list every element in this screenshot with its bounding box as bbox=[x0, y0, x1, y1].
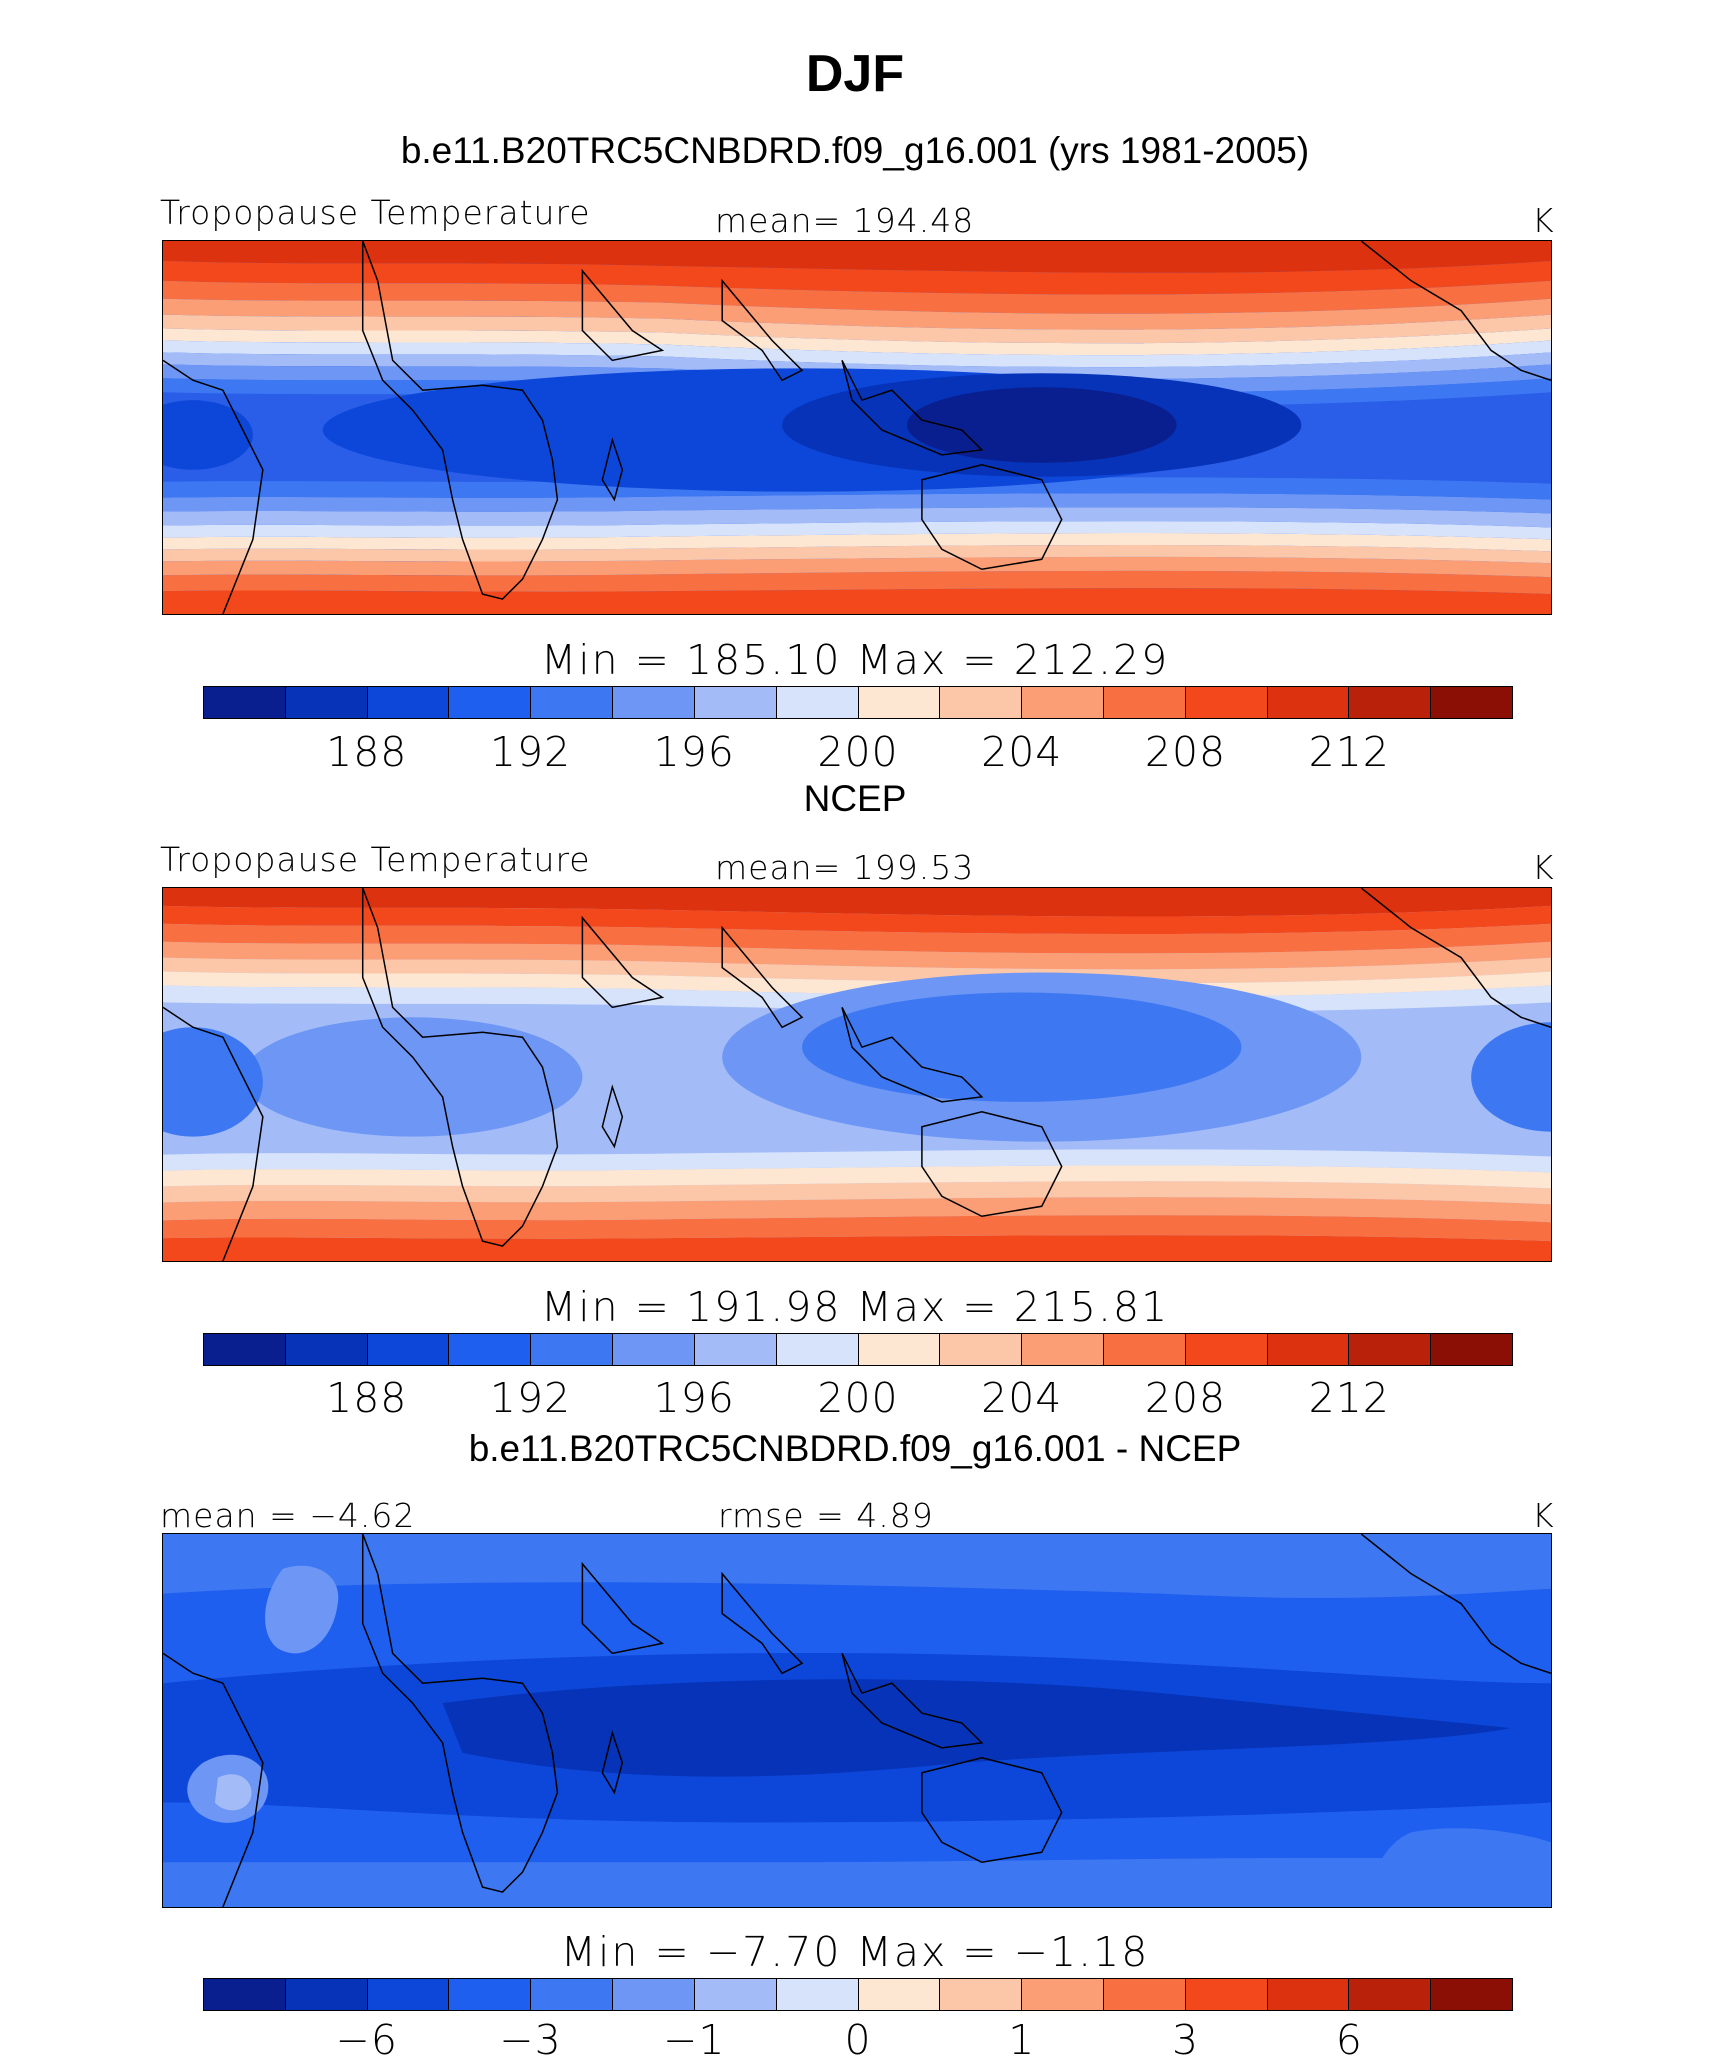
panel-2-minmax: Min = 191.98 Max = 215.81 bbox=[540, 1283, 1170, 1331]
colorbar-swatch bbox=[613, 687, 695, 718]
panel-2-mean-label: mean= 199.53 bbox=[715, 848, 975, 887]
panel-3-contour-field bbox=[163, 1534, 1551, 1907]
panel-1-map bbox=[162, 240, 1552, 615]
colorbar-swatch bbox=[1431, 1979, 1512, 2010]
colorbar-swatch bbox=[1185, 1334, 1268, 1365]
colorbar-swatch bbox=[285, 1979, 368, 2010]
colorbar-swatch bbox=[858, 687, 941, 718]
colorbar-swatch bbox=[1349, 1334, 1432, 1365]
colorbar-tick-label: 208 bbox=[1144, 728, 1227, 776]
colorbar-tick-label: 204 bbox=[981, 1374, 1063, 1422]
colorbar-swatch bbox=[858, 1334, 941, 1365]
panel-3-map bbox=[162, 1533, 1552, 1908]
colorbar-swatch bbox=[285, 1334, 368, 1365]
colorbar-swatch bbox=[1103, 687, 1186, 718]
colorbar-swatch bbox=[1185, 687, 1268, 718]
colorbar-swatch bbox=[940, 1334, 1023, 1365]
colorbar-tick-label: 188 bbox=[326, 1374, 408, 1422]
panel-2-colorbar bbox=[203, 1333, 1513, 1366]
colorbar-swatch bbox=[1431, 1334, 1512, 1365]
colorbar-swatch bbox=[1103, 1979, 1186, 2010]
colorbar-swatch bbox=[776, 1979, 859, 2010]
colorbar-swatch bbox=[1267, 1979, 1350, 2010]
panel-1-variable-label: Tropopause Temperature bbox=[160, 193, 591, 232]
panel-1-colorbar bbox=[203, 686, 1513, 719]
panel-3-minmax: Min = −7.70 Max = −1.18 bbox=[560, 1928, 1150, 1976]
colorbar-tick-label: 1 bbox=[1008, 2016, 1036, 2064]
figure-title: DJF bbox=[805, 45, 905, 103]
colorbar-swatch bbox=[531, 1979, 614, 2010]
colorbar-swatch bbox=[1267, 1334, 1350, 1365]
panel-3-mean-label: mean = −4.62 bbox=[160, 1496, 416, 1535]
colorbar-swatch bbox=[1185, 1979, 1268, 2010]
panel-3-title: b.e11.B20TRC5CNBDRD.f09_g16.001 - NCEP bbox=[468, 1428, 1242, 1469]
panel-1-mean-label: mean= 194.48 bbox=[715, 201, 975, 240]
panel-3-rmse-label: rmse = 4.89 bbox=[718, 1496, 934, 1535]
panel-1-title: b.e11.B20TRC5CNBDRD.f09_g16.001 (yrs 198… bbox=[400, 130, 1310, 171]
panel-1-minmax: Min = 185.10 Max = 212.29 bbox=[540, 636, 1170, 684]
colorbar-tick-label: 196 bbox=[653, 728, 735, 776]
colorbar-swatch bbox=[613, 1334, 695, 1365]
colorbar-swatch bbox=[694, 687, 777, 718]
panel-1-contour-field bbox=[163, 241, 1551, 614]
panel-1-units-label: K bbox=[1532, 201, 1555, 240]
colorbar-swatch bbox=[449, 1979, 532, 2010]
colorbar-swatch bbox=[694, 1979, 777, 2010]
panel-2-variable-label: Tropopause Temperature bbox=[160, 840, 591, 879]
colorbar-tick-label: 200 bbox=[817, 1374, 899, 1422]
colorbar-tick-label: 6 bbox=[1335, 2016, 1363, 2064]
colorbar-swatch bbox=[367, 687, 450, 718]
panel-2-units-label: K bbox=[1532, 848, 1555, 887]
colorbar-swatch bbox=[1022, 1334, 1104, 1365]
colorbar-swatch bbox=[531, 687, 614, 718]
colorbar-tick-label: 212 bbox=[1308, 728, 1390, 776]
colorbar-swatch bbox=[1349, 687, 1432, 718]
colorbar-swatch bbox=[1431, 687, 1512, 718]
colorbar-swatch bbox=[694, 1334, 777, 1365]
colorbar-swatch bbox=[1103, 1334, 1186, 1365]
colorbar-tick-label: −3 bbox=[499, 2016, 562, 2064]
colorbar-swatch bbox=[940, 1979, 1023, 2010]
colorbar-swatch bbox=[940, 687, 1023, 718]
colorbar-swatch bbox=[858, 1979, 941, 2010]
colorbar-swatch bbox=[204, 1979, 286, 2010]
colorbar-swatch bbox=[531, 1334, 614, 1365]
colorbar-swatch bbox=[1349, 1979, 1432, 2010]
colorbar-tick-label: 0 bbox=[844, 2016, 872, 2064]
colorbar-swatch bbox=[449, 687, 532, 718]
colorbar-swatch bbox=[204, 1334, 286, 1365]
panel-3-units-label: K bbox=[1532, 1496, 1555, 1535]
colorbar-tick-label: 196 bbox=[653, 1374, 735, 1422]
colorbar-tick-label: 188 bbox=[326, 728, 408, 776]
colorbar-swatch bbox=[613, 1979, 695, 2010]
colorbar-tick-label: 212 bbox=[1308, 1374, 1390, 1422]
panel-3-colorbar bbox=[203, 1978, 1513, 2011]
colorbar-tick-label: −1 bbox=[663, 2016, 726, 2064]
panel-2-title: NCEP bbox=[803, 778, 907, 819]
colorbar-swatch bbox=[204, 687, 286, 718]
colorbar-tick-label: 200 bbox=[817, 728, 899, 776]
colorbar-swatch bbox=[1022, 1979, 1104, 2010]
panel-2-map bbox=[162, 887, 1552, 1262]
colorbar-swatch bbox=[285, 687, 368, 718]
colorbar-tick-label: 204 bbox=[981, 728, 1063, 776]
colorbar-swatch bbox=[776, 1334, 859, 1365]
colorbar-swatch bbox=[367, 1334, 450, 1365]
colorbar-swatch bbox=[1267, 687, 1350, 718]
colorbar-tick-label: 208 bbox=[1144, 1374, 1227, 1422]
colorbar-swatch bbox=[776, 687, 859, 718]
colorbar-tick-label: 192 bbox=[489, 728, 572, 776]
colorbar-tick-label: −6 bbox=[335, 2016, 398, 2064]
colorbar-swatch bbox=[1022, 687, 1104, 718]
panel-2-contour-field bbox=[163, 888, 1551, 1261]
colorbar-tick-label: 3 bbox=[1171, 2016, 1200, 2064]
colorbar-swatch bbox=[449, 1334, 532, 1365]
colorbar-tick-label: 192 bbox=[489, 1374, 572, 1422]
colorbar-swatch bbox=[367, 1979, 450, 2010]
